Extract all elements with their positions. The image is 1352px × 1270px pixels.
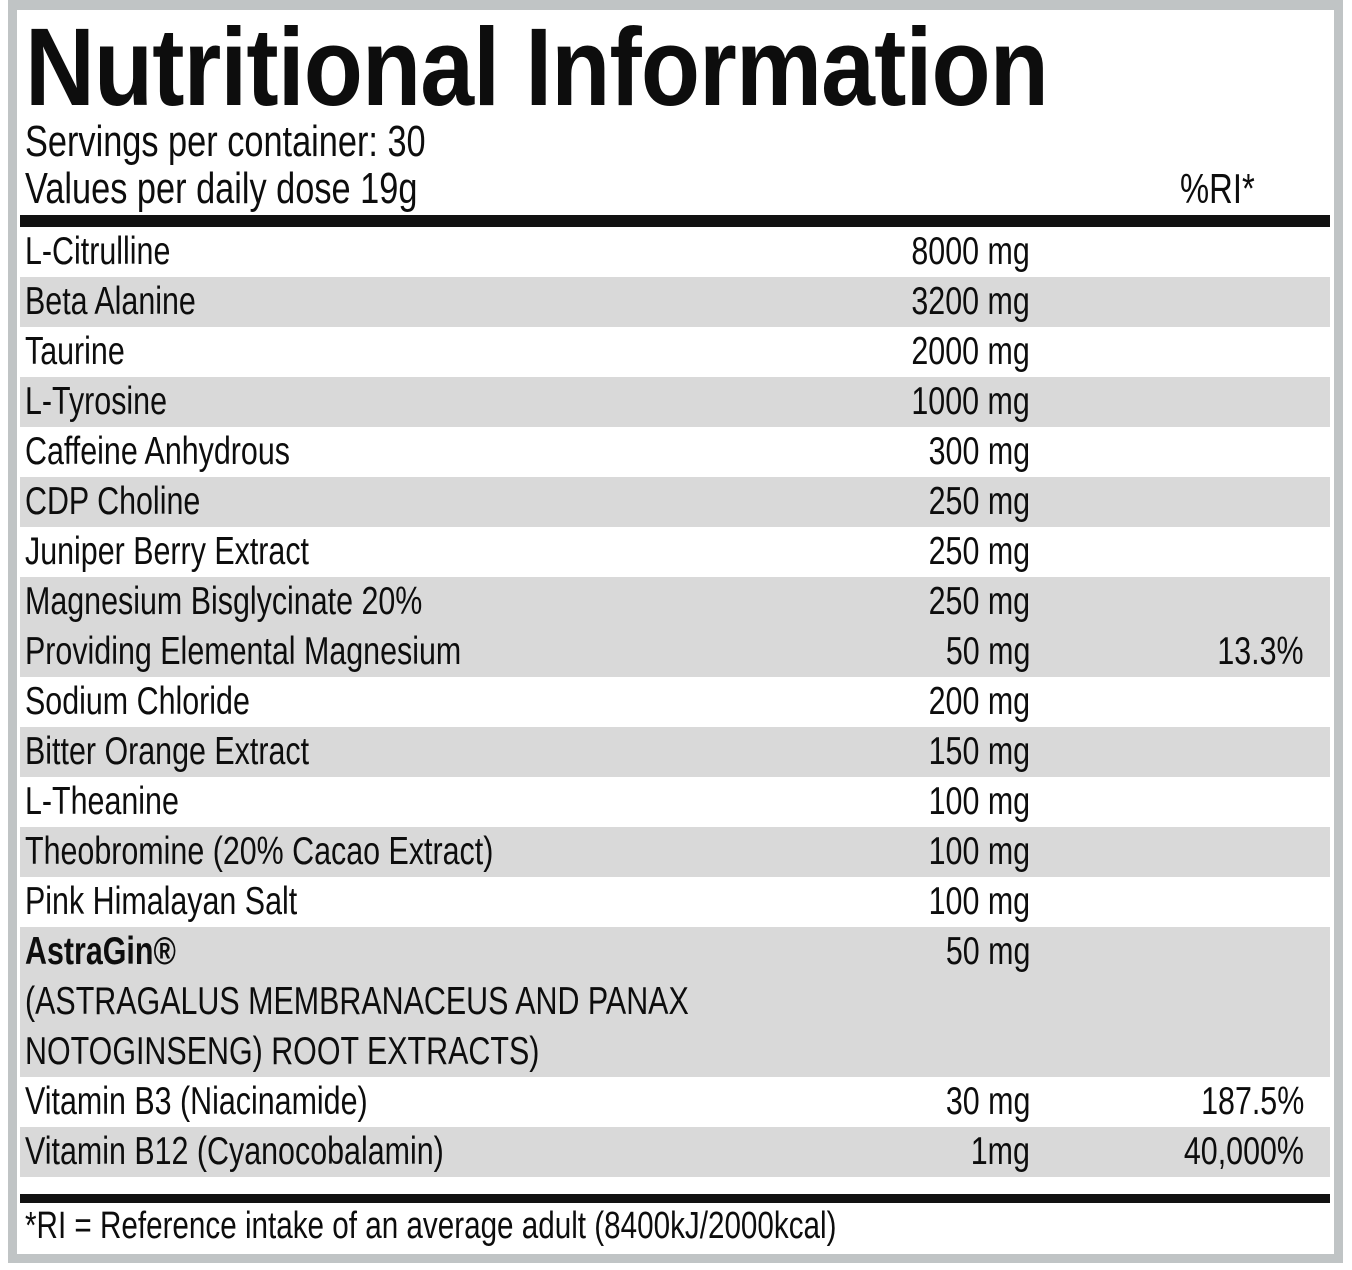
- ri-value: [1030, 677, 1330, 727]
- ingredient-name: L-Theanine: [25, 780, 179, 823]
- ingredient-name: Sodium Chloride: [25, 680, 250, 723]
- ri-value: [1030, 577, 1330, 627]
- table-row: Taurine 2000 mg: [20, 327, 1330, 377]
- ri-column-header: %RI*: [1180, 165, 1255, 212]
- table-row: Vitamin B3 (Niacinamide) 30 mg 187.5%: [20, 1077, 1330, 1127]
- nutrition-label-panel: Nutritional Information Servings per con…: [8, 0, 1343, 1263]
- footer-divider-rule: [20, 1194, 1330, 1203]
- ingredient-name: Taurine: [25, 330, 125, 373]
- table-row: (ASTRAGALUS MEMBRANACEUS AND PANAX: [20, 977, 1330, 1027]
- page-title-text: Nutritional Information: [25, 6, 1049, 129]
- ingredient-name: AstraGin®: [25, 930, 176, 973]
- amount-value: 250 mg: [928, 480, 1030, 523]
- amount-value: [870, 1027, 1030, 1077]
- ingredient-name: Theobromine (20% Cacao Extract): [25, 830, 494, 873]
- header-divider-rule: [20, 215, 1330, 227]
- amount-value: 100 mg: [928, 780, 1030, 823]
- ri-value: [1030, 1027, 1330, 1077]
- ingredient-name: Pink Himalayan Salt: [25, 880, 298, 923]
- ri-value: [1030, 477, 1330, 527]
- ingredient-name: (ASTRAGALUS MEMBRANACEUS AND PANAX: [25, 980, 689, 1023]
- table-row: Caffeine Anhydrous 300 mg: [20, 427, 1330, 477]
- ri-value: [1030, 877, 1330, 927]
- amount-value: 100 mg: [928, 880, 1030, 923]
- ingredient-name: Providing Elemental Magnesium: [25, 630, 462, 673]
- table-row: Beta Alanine 3200 mg: [20, 277, 1330, 327]
- ri-value: [1030, 927, 1330, 977]
- table-row: L-Tyrosine 1000 mg: [20, 377, 1330, 427]
- table-row: CDP Choline 250 mg: [20, 477, 1330, 527]
- ri-value: 13.3%: [1217, 630, 1304, 673]
- table-row: Theobromine (20% Cacao Extract) 100 mg: [20, 827, 1330, 877]
- amount-value: 250 mg: [928, 530, 1030, 573]
- amount-value: 300 mg: [928, 430, 1030, 473]
- table-row: L-Citrulline 8000 mg: [20, 227, 1330, 277]
- table-row: Juniper Berry Extract 250 mg: [20, 527, 1330, 577]
- amount-value: 50 mg: [945, 630, 1030, 673]
- table-row: Sodium Chloride 200 mg: [20, 677, 1330, 727]
- ingredient-name: Beta Alanine: [25, 280, 196, 323]
- ri-value: [1030, 427, 1330, 477]
- servings-line: Servings per container: 30: [20, 118, 1330, 165]
- table-row: Magnesium Bisglycinate 20% 250 mg: [20, 577, 1330, 627]
- ri-value: 40,000%: [1183, 1130, 1304, 1173]
- ri-value: [1030, 327, 1330, 377]
- ingredient-name: Bitter Orange Extract: [25, 730, 310, 773]
- amount-value: 8000 mg: [911, 230, 1030, 273]
- ri-value: [1030, 227, 1330, 277]
- amount-value: 2000 mg: [911, 330, 1030, 373]
- ingredient-name: Caffeine Anhydrous: [25, 430, 290, 473]
- amount-value: 30 mg: [945, 1080, 1030, 1123]
- table-row: Pink Himalayan Salt 100 mg: [20, 877, 1330, 927]
- ri-value: [1030, 727, 1330, 777]
- ingredient-name: Vitamin B12 (Cyanocobalamin): [25, 1130, 444, 1173]
- amount-value: 1mg: [970, 1130, 1030, 1173]
- daily-dose-line: Values per daily dose 19g %RI*: [20, 165, 1330, 212]
- amount-value: 150 mg: [928, 730, 1030, 773]
- ri-value: [1036, 977, 1336, 1027]
- ri-value: [1030, 827, 1330, 877]
- amount-value: 3200 mg: [911, 280, 1030, 323]
- ri-value: [1030, 277, 1330, 327]
- ingredient-name: Juniper Berry Extract: [25, 530, 310, 573]
- ingredient-name: CDP Choline: [25, 480, 201, 523]
- ri-value: [1030, 527, 1330, 577]
- ingredient-name: Magnesium Bisglycinate 20%: [25, 580, 423, 623]
- amount-value: 250 mg: [928, 580, 1030, 623]
- table-row: Vitamin B12 (Cyanocobalamin) 1mg 40,000%: [20, 1127, 1330, 1177]
- daily-dose-text: Values per daily dose 19g: [25, 164, 418, 213]
- amount-value: 200 mg: [928, 680, 1030, 723]
- amount-value: [876, 977, 1036, 1027]
- ingredients-table: L-Citrulline 8000 mg Beta Alanine 3200 m…: [20, 227, 1330, 1177]
- page-title: Nutritional Information: [20, 6, 1330, 129]
- ingredient-name: Vitamin B3 (Niacinamide): [25, 1080, 368, 1123]
- ingredient-name: NOTOGINSENG) ROOT EXTRACTS): [25, 1030, 540, 1073]
- ingredient-name: L-Tyrosine: [25, 380, 168, 423]
- ri-value: 187.5%: [1200, 1080, 1304, 1123]
- servings-text: Servings per container: 30: [25, 117, 426, 166]
- table-row: L-Theanine 100 mg: [20, 777, 1330, 827]
- table-row: NOTOGINSENG) ROOT EXTRACTS): [20, 1027, 1330, 1077]
- table-row: Bitter Orange Extract 150 mg: [20, 727, 1330, 777]
- amount-value: 1000 mg: [911, 380, 1030, 423]
- amount-value: 50 mg: [945, 930, 1030, 973]
- table-row: Providing Elemental Magnesium 50 mg 13.3…: [20, 627, 1330, 677]
- ri-value: [1030, 777, 1330, 827]
- table-row: AstraGin® 50 mg: [20, 927, 1330, 977]
- ingredient-name: L-Citrulline: [25, 230, 171, 273]
- amount-value: 100 mg: [928, 830, 1030, 873]
- reference-intake-footnote: *RI = Reference intake of an average adu…: [25, 1205, 837, 1247]
- ri-value: [1030, 377, 1330, 427]
